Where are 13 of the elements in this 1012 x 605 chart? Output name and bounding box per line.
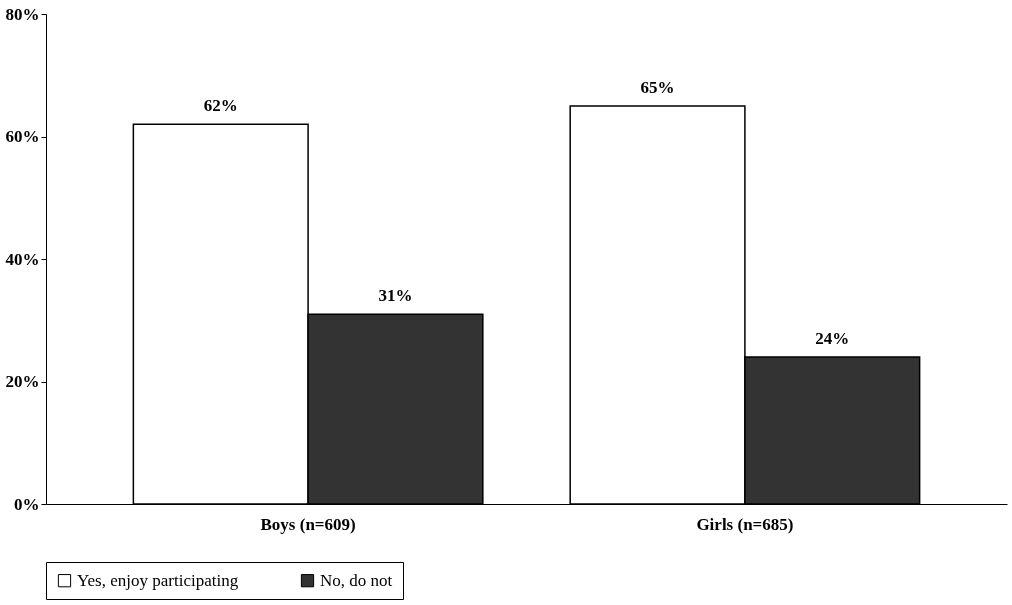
data-label: 24% (815, 329, 850, 348)
y-tick-label: 80% (5, 4, 40, 24)
legend-label: Yes, enjoy participating (77, 570, 239, 590)
x-tick-label: Boys (n=609) (260, 514, 356, 534)
data-label: 31% (378, 286, 413, 306)
y-tick-label: 20% (5, 372, 40, 391)
x-tick-label: Girls (n=685) (696, 514, 794, 534)
data-label: 65% (640, 77, 675, 97)
y-tick-label: 60% (5, 127, 40, 146)
y-tick-label: 0% (14, 494, 40, 514)
legend-label: No, do not (320, 570, 393, 590)
y-tick-label: 40% (5, 249, 40, 269)
data-label: 62% (203, 96, 238, 116)
